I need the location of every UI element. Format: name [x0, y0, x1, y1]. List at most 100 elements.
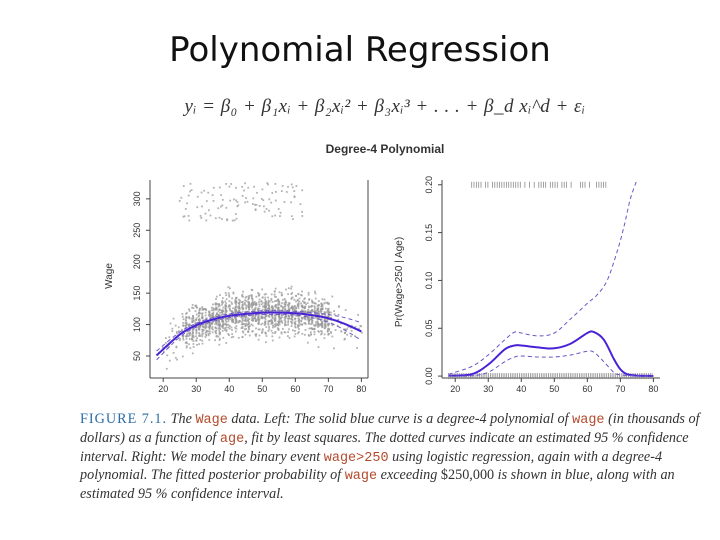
scatter-point [279, 215, 281, 217]
scatter-point [181, 335, 184, 337]
scatter-point [242, 319, 244, 322]
scatter-point [290, 320, 292, 323]
scatter-point [327, 333, 330, 336]
scatter-point [297, 320, 300, 322]
scatter-point [356, 347, 358, 349]
scatter-point [192, 336, 195, 339]
scatter-point [165, 367, 168, 370]
scatter-point [280, 317, 282, 320]
scatter-point [220, 205, 222, 208]
scatter-point [214, 217, 217, 220]
scatter-point [241, 310, 244, 313]
scatter-point [344, 309, 347, 311]
scatter-point [265, 302, 267, 305]
scatter-point [222, 325, 224, 328]
scatter-point [304, 310, 307, 313]
scatter-point [212, 308, 215, 310]
scatter-point [244, 328, 246, 331]
scatter-point [232, 291, 235, 294]
scatter-point [313, 311, 316, 313]
scatter-point [238, 320, 241, 322]
scatter-point [211, 322, 213, 325]
scatter-point [195, 328, 198, 331]
scatter-point [190, 189, 193, 191]
scatter-point [214, 339, 216, 342]
scatter-point [235, 186, 237, 189]
scatter-point [274, 199, 277, 202]
left-panel: 20 30 40 50 60 70 80 50 100 150 200 250 300 Wage [104, 180, 369, 394]
scatter-point [198, 343, 200, 345]
scatter-point [245, 300, 248, 303]
scatter-point [278, 317, 281, 320]
scatter-point [219, 309, 221, 311]
scatter-point [242, 290, 244, 293]
scatter-point [311, 300, 314, 303]
scatter-point [300, 294, 302, 296]
scatter-point [218, 322, 221, 325]
scatter-point [222, 327, 225, 330]
scatter-point [270, 310, 273, 313]
scatter-point [272, 324, 274, 327]
scatter-point [165, 342, 167, 344]
scatter-point [224, 318, 227, 320]
scatter-point [274, 214, 276, 217]
scatter-point [182, 338, 185, 341]
scatter-point [265, 326, 268, 328]
scatter-point [217, 320, 220, 323]
scatter-point [245, 306, 248, 309]
scatter-point [225, 294, 228, 296]
scatter-point [202, 325, 204, 327]
scatter-point [300, 302, 302, 305]
scatter-point [225, 302, 227, 305]
scatter-point [222, 306, 225, 309]
scatter-point [274, 287, 277, 290]
scatter-point [280, 294, 283, 297]
scatter-point [265, 306, 268, 308]
scatter-point [175, 331, 178, 333]
scatter-point [237, 336, 240, 339]
scatter-point [291, 308, 294, 311]
scatter-point [278, 321, 280, 324]
scatter-point [321, 298, 324, 301]
scatter-point [316, 322, 319, 325]
scatter-point [217, 323, 220, 325]
scatter-point [278, 302, 281, 305]
figure-title: Degree-4 Polynomial [325, 142, 445, 156]
scatter-point [237, 321, 240, 324]
scatter-point [251, 289, 254, 292]
scatter-point [294, 309, 296, 311]
scatter-point [307, 293, 310, 296]
scatter-point [231, 303, 233, 305]
scatter-point [306, 312, 309, 315]
scatter-point [198, 332, 200, 334]
scatter-point [317, 307, 320, 309]
scatter-point [208, 322, 211, 325]
scatter-point [240, 312, 243, 314]
scatter-point [226, 218, 228, 221]
scatter-point [218, 326, 221, 328]
scatter-point [297, 307, 300, 309]
scatter-point [303, 310, 306, 313]
scatter-point [267, 322, 270, 325]
scatter-point [198, 317, 201, 320]
scatter-point [309, 331, 312, 334]
x-tick-label: 80 [648, 384, 658, 394]
scatter-point [297, 303, 300, 306]
scatter-point [303, 316, 306, 319]
scatter-point [329, 330, 332, 333]
scatter-point [271, 192, 274, 194]
scatter-point [264, 318, 267, 321]
scatter-point [303, 317, 306, 320]
x-tick-label: 50 [257, 384, 267, 394]
scatter-point [311, 309, 313, 311]
scatter-point [305, 303, 307, 306]
scatter-point [212, 303, 214, 306]
scatter-point [241, 318, 244, 321]
scatter-point [278, 303, 281, 306]
scatter-point [311, 321, 313, 324]
scatter-point [270, 305, 273, 308]
scatter-point [267, 330, 270, 332]
scatter-point [280, 332, 283, 335]
scatter-point [163, 350, 165, 353]
scatter-point [231, 329, 233, 331]
